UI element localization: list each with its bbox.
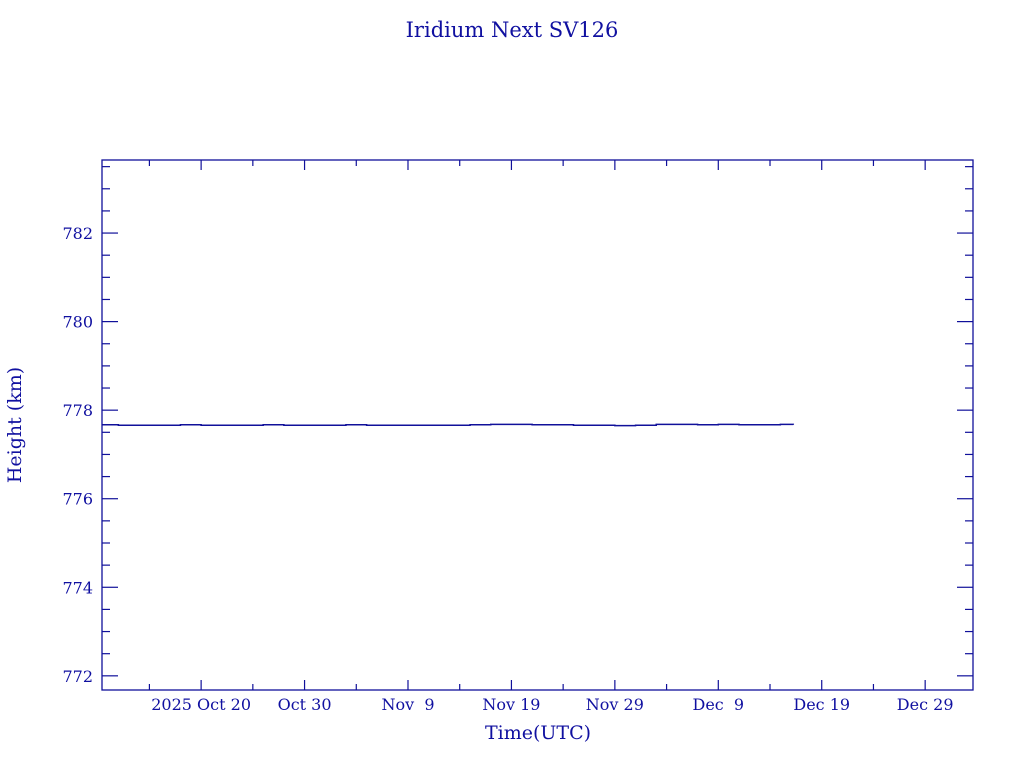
x-tick-label: Nov 29 [586, 695, 644, 714]
x-tick-label: Nov 9 [381, 695, 434, 714]
y-axis-label: Height (km) [4, 367, 26, 483]
x-tick-label: Nov 19 [482, 695, 540, 714]
series-line [102, 423, 795, 427]
y-tick-label: 782 [62, 224, 93, 243]
y-tick-label: 778 [62, 401, 93, 420]
y-tick-label: 774 [62, 578, 93, 597]
x-tick-label: Dec 29 [897, 695, 954, 714]
y-tick-label: 780 [62, 313, 93, 332]
x-axis-label: Time(UTC) [485, 722, 591, 744]
chart-title: Iridium Next SV126 [406, 18, 619, 42]
y-tick-label: 772 [62, 667, 93, 686]
x-tick-label: Dec 19 [793, 695, 850, 714]
x-tick-label: Oct 30 [278, 695, 332, 714]
x-tick-label: 2025 Oct 20 [151, 695, 251, 714]
y-tick-label: 776 [62, 490, 93, 509]
x-tick-label: Dec 9 [692, 695, 744, 714]
